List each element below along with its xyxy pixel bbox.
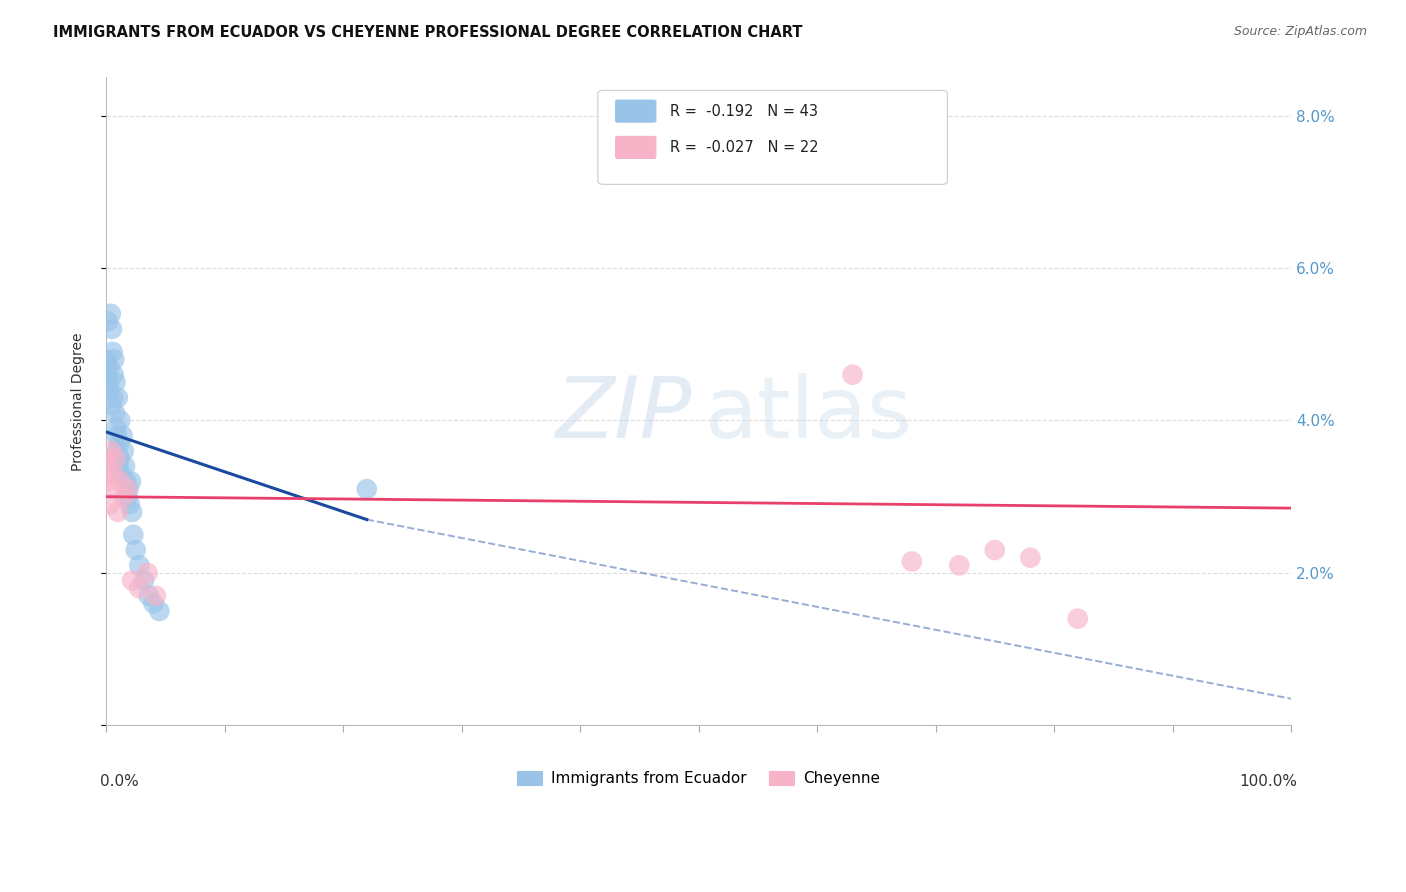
Point	[111, 428, 134, 442]
Point	[114, 459, 136, 474]
Point	[107, 505, 129, 519]
Point	[136, 566, 159, 580]
Point	[118, 497, 141, 511]
Y-axis label: Professional Degree: Professional Degree	[72, 332, 86, 471]
Point	[1067, 612, 1090, 626]
Point	[98, 497, 121, 511]
Text: Source: ZipAtlas.com: Source: ZipAtlas.com	[1233, 25, 1367, 38]
Text: R =  -0.027   N = 22: R = -0.027 N = 22	[671, 140, 818, 155]
Text: IMMIGRANTS FROM ECUADOR VS CHEYENNE PROFESSIONAL DEGREE CORRELATION CHART: IMMIGRANTS FROM ECUADOR VS CHEYENNE PROF…	[53, 25, 803, 40]
Point	[98, 451, 121, 466]
Point	[121, 505, 143, 519]
Point	[112, 444, 135, 458]
Point	[841, 368, 863, 382]
Point	[148, 604, 170, 618]
Point	[98, 383, 121, 397]
Point	[128, 558, 150, 573]
FancyBboxPatch shape	[616, 136, 655, 159]
Point	[1019, 550, 1042, 565]
Point	[94, 451, 117, 466]
Point	[110, 413, 132, 427]
Point	[105, 428, 128, 442]
Point	[101, 482, 124, 496]
Text: ZIP: ZIP	[557, 373, 693, 456]
Point	[145, 589, 167, 603]
Text: 0.0%: 0.0%	[100, 774, 139, 789]
Point	[105, 421, 128, 435]
Point	[128, 581, 150, 595]
Point	[97, 459, 120, 474]
Point	[108, 436, 131, 450]
Point	[117, 482, 139, 496]
Point	[101, 344, 124, 359]
Point	[105, 444, 128, 458]
Point	[101, 322, 124, 336]
Point	[96, 360, 118, 375]
Point	[97, 314, 120, 328]
Point	[122, 528, 145, 542]
Point	[94, 352, 117, 367]
Legend: Immigrants from Ecuador, Cheyenne: Immigrants from Ecuador, Cheyenne	[510, 765, 886, 792]
Point	[110, 467, 132, 481]
Point	[103, 391, 125, 405]
Point	[100, 398, 122, 412]
FancyBboxPatch shape	[616, 100, 655, 122]
Point	[107, 459, 129, 474]
Text: 100.0%: 100.0%	[1239, 774, 1296, 789]
Point	[120, 475, 142, 489]
Point	[98, 360, 121, 375]
Text: atlas: atlas	[704, 373, 912, 456]
Point	[100, 444, 122, 458]
Point	[125, 543, 148, 558]
Point	[117, 482, 139, 496]
Point	[948, 558, 970, 573]
Point	[100, 307, 122, 321]
Point	[112, 490, 135, 504]
Point	[142, 596, 165, 610]
Point	[984, 543, 1007, 558]
Point	[121, 574, 143, 588]
Point	[104, 451, 127, 466]
Point	[901, 554, 924, 568]
FancyBboxPatch shape	[598, 90, 948, 185]
Point	[132, 574, 155, 588]
Point	[115, 475, 138, 489]
Point	[96, 475, 118, 489]
Point	[104, 406, 127, 420]
Point	[97, 376, 120, 390]
Point	[110, 475, 132, 489]
Point	[117, 490, 139, 504]
Point	[104, 376, 127, 390]
Point	[103, 368, 125, 382]
Point	[103, 352, 125, 367]
Point	[356, 482, 378, 496]
Point	[103, 467, 125, 481]
Point	[138, 589, 160, 603]
Text: R =  -0.192   N = 43: R = -0.192 N = 43	[671, 103, 818, 119]
Point	[108, 451, 131, 466]
Point	[96, 368, 118, 382]
Point	[107, 391, 129, 405]
